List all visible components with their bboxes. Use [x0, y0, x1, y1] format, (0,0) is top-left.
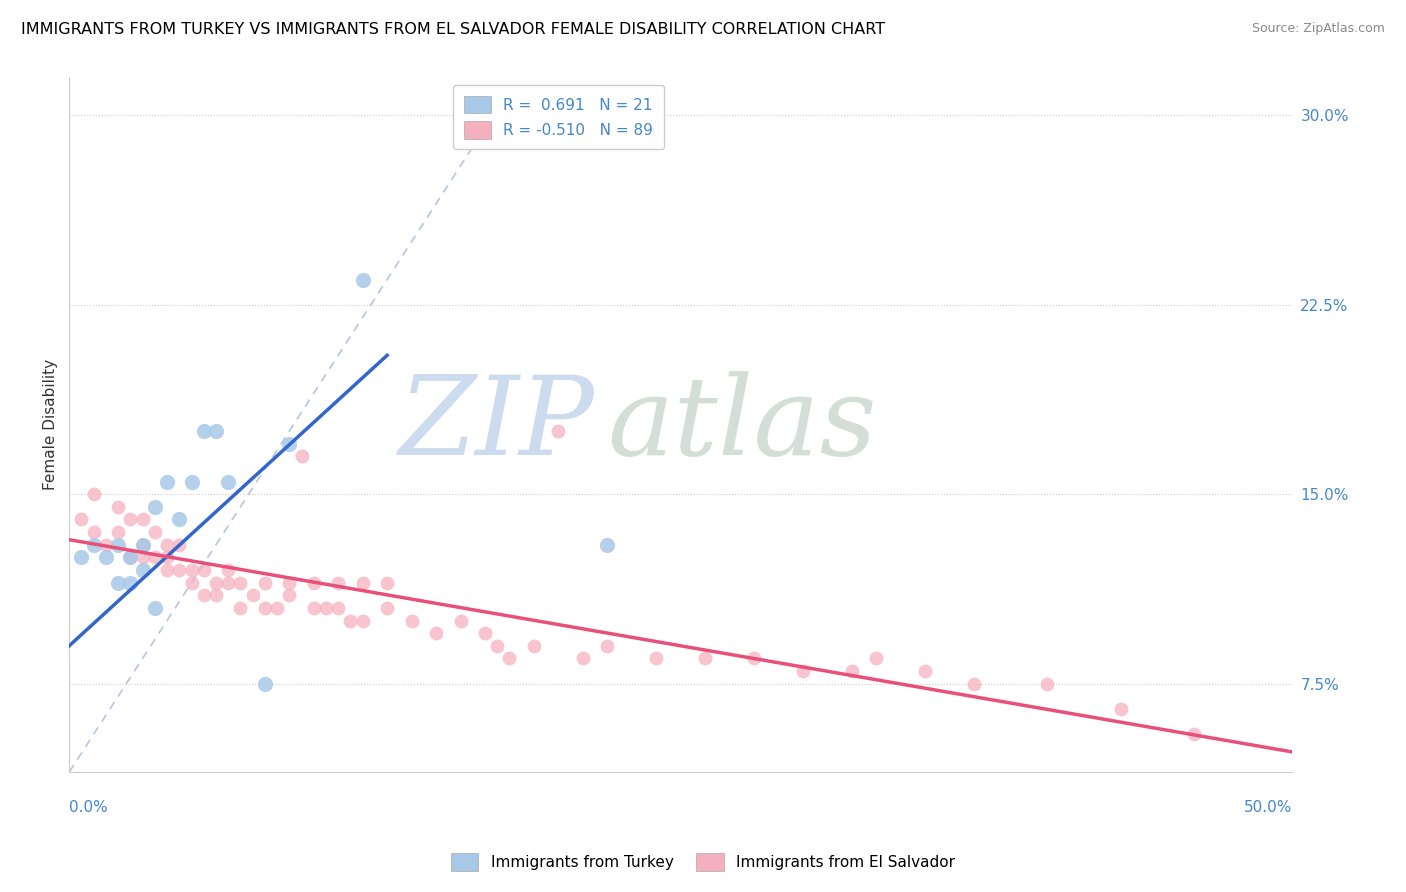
Point	[290, 450, 312, 464]
Point	[180, 563, 202, 577]
Point	[375, 600, 398, 615]
Point	[180, 575, 202, 590]
Legend: Immigrants from Turkey, Immigrants from El Salvador: Immigrants from Turkey, Immigrants from …	[441, 844, 965, 880]
Point	[205, 424, 228, 438]
Point	[498, 651, 520, 665]
Point	[401, 614, 423, 628]
Legend: R =  0.691   N = 21, R = -0.510   N = 89: R = 0.691 N = 21, R = -0.510 N = 89	[453, 85, 664, 149]
Point	[83, 538, 105, 552]
Point	[742, 651, 765, 665]
Point	[352, 614, 374, 628]
Point	[143, 600, 166, 615]
Point	[352, 272, 374, 286]
Point	[315, 600, 337, 615]
Point	[131, 550, 153, 565]
Point	[278, 588, 301, 602]
Point	[302, 575, 325, 590]
Point	[547, 424, 569, 438]
Point	[645, 651, 668, 665]
Point	[83, 487, 105, 501]
Point	[693, 651, 716, 665]
Point	[302, 600, 325, 615]
Point	[253, 676, 276, 690]
Point	[143, 525, 166, 540]
Point	[425, 626, 447, 640]
Point	[1182, 727, 1205, 741]
Point	[572, 651, 595, 665]
Y-axis label: Female Disability: Female Disability	[44, 359, 58, 491]
Point	[83, 525, 105, 540]
Text: Source: ZipAtlas.com: Source: ZipAtlas.com	[1251, 22, 1385, 36]
Point	[107, 538, 129, 552]
Text: ZIP: ZIP	[399, 371, 595, 478]
Point	[205, 575, 228, 590]
Text: IMMIGRANTS FROM TURKEY VS IMMIGRANTS FROM EL SALVADOR FEMALE DISABILITY CORRELAT: IMMIGRANTS FROM TURKEY VS IMMIGRANTS FRO…	[21, 22, 886, 37]
Point	[229, 575, 252, 590]
Point	[156, 550, 179, 565]
Point	[143, 550, 166, 565]
Point	[596, 639, 619, 653]
Point	[217, 475, 239, 489]
Point	[278, 575, 301, 590]
Point	[120, 575, 142, 590]
Point	[328, 575, 350, 590]
Point	[131, 538, 153, 552]
Point	[375, 575, 398, 590]
Point	[120, 550, 142, 565]
Point	[107, 525, 129, 540]
Point	[486, 639, 509, 653]
Point	[107, 500, 129, 514]
Point	[120, 550, 142, 565]
Point	[339, 614, 361, 628]
Text: atlas: atlas	[607, 371, 877, 478]
Point	[963, 676, 986, 690]
Point	[70, 512, 93, 526]
Point	[328, 600, 350, 615]
Point	[156, 475, 179, 489]
Point	[120, 512, 142, 526]
Point	[217, 563, 239, 577]
Point	[180, 475, 202, 489]
Point	[278, 436, 301, 450]
Point	[70, 550, 93, 565]
Point	[169, 563, 191, 577]
Point	[1036, 676, 1059, 690]
Point	[242, 588, 264, 602]
Point	[1109, 702, 1132, 716]
Point	[596, 538, 619, 552]
Point	[253, 575, 276, 590]
Point	[131, 512, 153, 526]
Point	[169, 538, 191, 552]
Point	[914, 664, 936, 678]
Point	[193, 424, 215, 438]
Point	[131, 563, 153, 577]
Point	[217, 575, 239, 590]
Point	[266, 600, 288, 615]
Point	[865, 651, 887, 665]
Point	[156, 538, 179, 552]
Point	[107, 575, 129, 590]
Point	[131, 538, 153, 552]
Point	[841, 664, 863, 678]
Point	[352, 575, 374, 590]
Point	[193, 563, 215, 577]
Point	[169, 512, 191, 526]
Point	[205, 588, 228, 602]
Point	[94, 538, 117, 552]
Point	[253, 600, 276, 615]
Point	[523, 639, 546, 653]
Point	[450, 614, 472, 628]
Point	[156, 563, 179, 577]
Text: 0.0%: 0.0%	[69, 800, 108, 815]
Point	[193, 588, 215, 602]
Text: 50.0%: 50.0%	[1244, 800, 1292, 815]
Point	[792, 664, 814, 678]
Point	[474, 626, 496, 640]
Point	[143, 500, 166, 514]
Point	[94, 550, 117, 565]
Point	[229, 600, 252, 615]
